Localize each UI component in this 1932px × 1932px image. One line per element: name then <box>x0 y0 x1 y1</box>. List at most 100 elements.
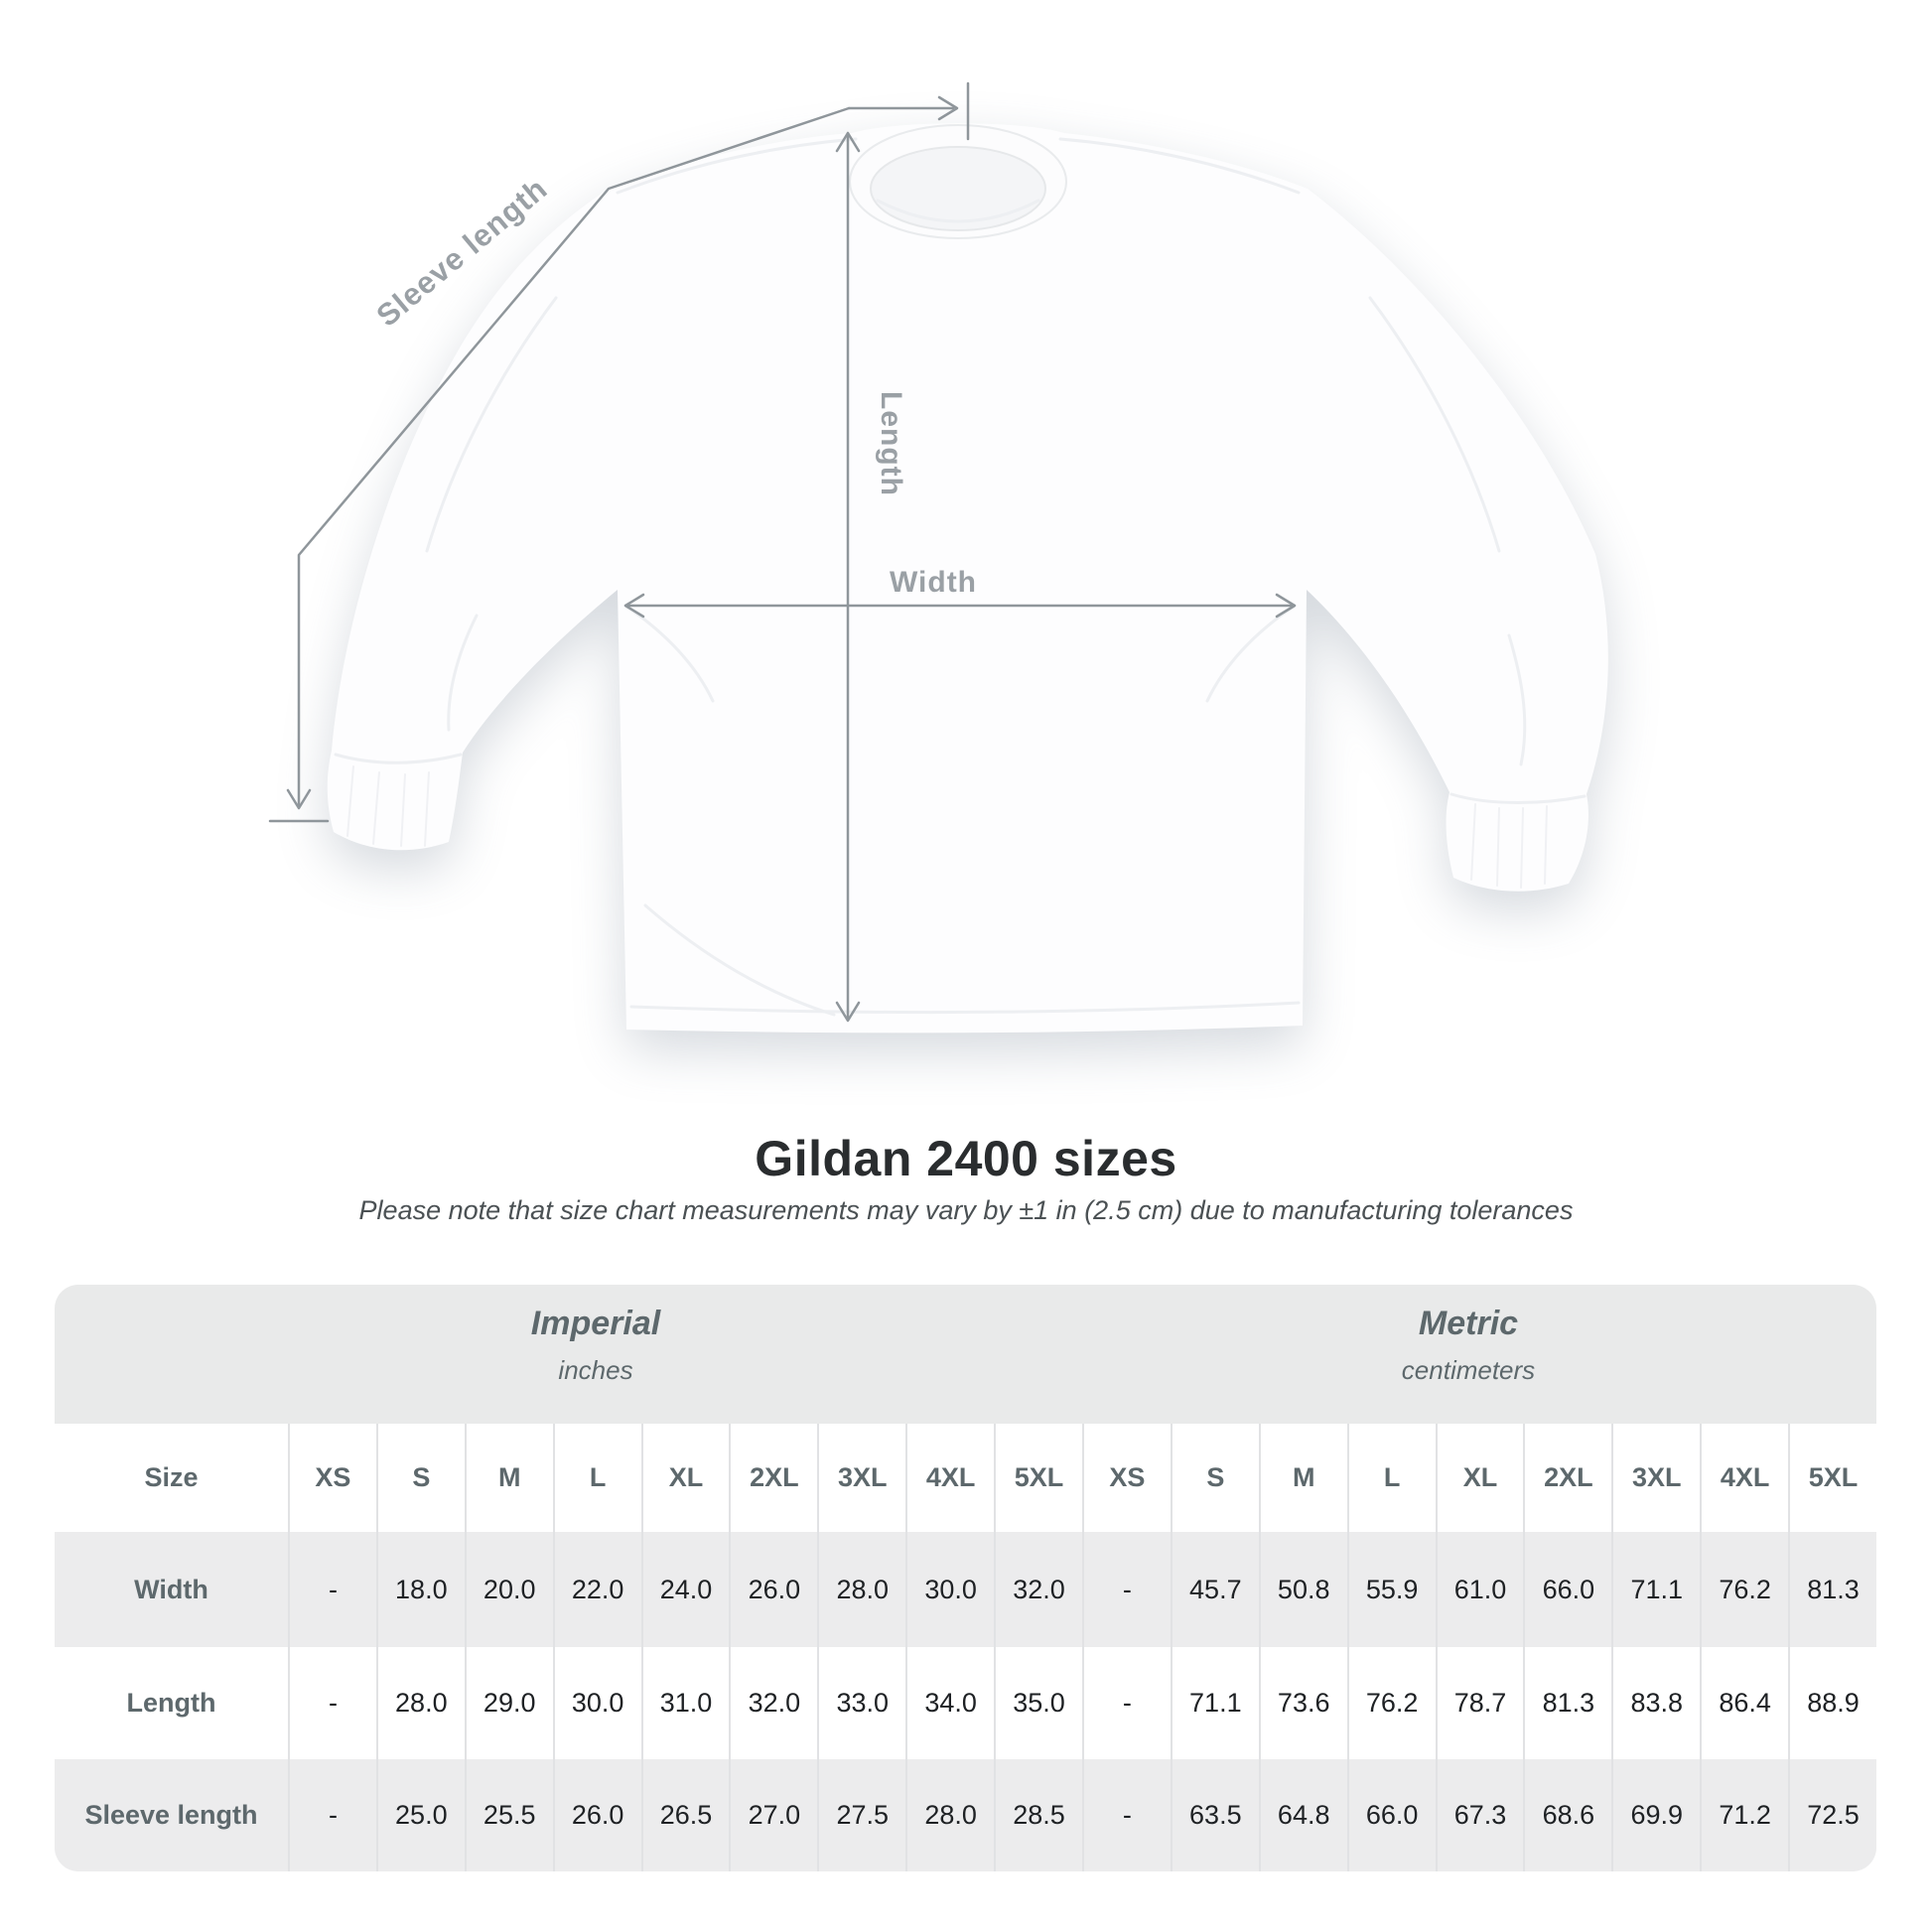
value-cell: - <box>288 1532 376 1647</box>
value-cell: 66.0 <box>1523 1532 1612 1647</box>
value-cell: 31.0 <box>640 1647 730 1759</box>
value-cell: - <box>1081 1647 1171 1759</box>
value-cell: 64.8 <box>1258 1759 1347 1871</box>
length-measure-line <box>835 131 861 1023</box>
shirt-measurement-diagram: Sleeve length Length Width <box>268 81 1608 1034</box>
value-cell: 68.6 <box>1523 1759 1612 1871</box>
row-label-cell: Sleeve length <box>55 1759 288 1871</box>
cuff-rib-lines <box>346 765 1548 889</box>
size-column-header: 5XL <box>1788 1424 1876 1532</box>
page-title: Gildan 2400 sizes <box>755 1131 1177 1186</box>
size-column-header: L <box>552 1424 641 1532</box>
value-cell: - <box>1081 1532 1171 1647</box>
value-cell: 69.9 <box>1611 1759 1701 1871</box>
value-cell: 35.0 <box>994 1647 1082 1759</box>
value-cell: 83.8 <box>1611 1647 1701 1759</box>
row-label-cell: Length <box>55 1647 288 1759</box>
value-cell: 72.5 <box>1788 1759 1876 1871</box>
size-column-header: S <box>1170 1424 1259 1532</box>
value-cell: 34.0 <box>905 1647 995 1759</box>
width-measure-line <box>623 593 1297 619</box>
value-cell: 26.5 <box>640 1759 730 1871</box>
size-column-header: 5XL <box>994 1424 1082 1532</box>
value-cell: 71.1 <box>1170 1647 1259 1759</box>
metric-label: Metric <box>1418 1305 1519 1342</box>
shirt-graphic <box>327 123 1608 1034</box>
value-cell: 25.5 <box>464 1759 553 1871</box>
imperial-label: Imperial <box>530 1305 661 1342</box>
value-cell: 50.8 <box>1258 1532 1347 1647</box>
value-cell: 28.5 <box>994 1759 1082 1871</box>
size-column-header: 4XL <box>905 1424 995 1532</box>
value-cell: 71.2 <box>1700 1759 1789 1871</box>
size-column-header: S <box>375 1424 465 1532</box>
size-table: Imperial inches Metric centimeters Size X… <box>55 1285 1876 1871</box>
value-cell: 22.0 <box>552 1532 641 1647</box>
metric-unit-label: centimeters <box>1401 1355 1536 1385</box>
shirt-seams <box>334 137 1587 1017</box>
size-column-header: XL <box>1435 1424 1524 1532</box>
value-cell: 30.0 <box>552 1647 641 1759</box>
value-cell: 76.2 <box>1700 1532 1789 1647</box>
shirt-silhouette <box>327 123 1608 1034</box>
page-subtitle: Please note that size chart measurements… <box>358 1195 1574 1225</box>
size-column-header: 2XL <box>1523 1424 1612 1532</box>
unit-band: Imperial inches Metric centimeters <box>55 1285 1876 1424</box>
value-cell: 20.0 <box>464 1532 553 1647</box>
value-cell: 81.3 <box>1788 1532 1876 1647</box>
row-label-cell: Width <box>55 1532 288 1647</box>
value-cell: 32.0 <box>994 1532 1082 1647</box>
size-table-grid: Size XS S M L XL 2XL 3XL 4XL 5XL XS S M L XL 2XL 3XL 4XL 5… <box>55 1424 1876 1871</box>
collar-inner-shadow <box>876 199 1040 223</box>
value-cell: 28.0 <box>817 1532 906 1647</box>
size-column-header: 4XL <box>1700 1424 1789 1532</box>
value-cell: 28.0 <box>375 1647 465 1759</box>
length-label: Length <box>875 391 907 496</box>
value-cell: 66.0 <box>1346 1759 1436 1871</box>
size-column-header: M <box>1258 1424 1347 1532</box>
value-cell: - <box>288 1647 376 1759</box>
value-cell: 25.0 <box>375 1759 465 1871</box>
collar-opening <box>870 146 1046 231</box>
sleeve-length-measure-line <box>268 81 970 823</box>
value-cell: 61.0 <box>1435 1532 1524 1647</box>
value-cell: 32.0 <box>729 1647 818 1759</box>
size-column-header: 2XL <box>729 1424 818 1532</box>
value-cell: 26.0 <box>729 1532 818 1647</box>
value-cell: 86.4 <box>1700 1647 1789 1759</box>
value-cell: 26.0 <box>552 1759 641 1871</box>
value-cell: 33.0 <box>817 1647 906 1759</box>
unit-group-imperial: Imperial inches <box>397 1306 794 1386</box>
size-column-header: M <box>464 1424 553 1532</box>
value-cell: 27.0 <box>729 1759 818 1871</box>
value-cell: 28.0 <box>905 1759 995 1871</box>
value-cell: 81.3 <box>1523 1647 1612 1759</box>
width-label: Width <box>890 566 977 599</box>
value-cell: - <box>1081 1759 1171 1871</box>
value-cell: 67.3 <box>1435 1759 1524 1871</box>
value-cell: 45.7 <box>1170 1532 1259 1647</box>
size-column-header: XS <box>288 1424 376 1532</box>
imperial-unit-label: inches <box>558 1355 633 1385</box>
value-cell: 29.0 <box>464 1647 553 1759</box>
value-cell: - <box>288 1759 376 1871</box>
value-cell: 76.2 <box>1346 1647 1436 1759</box>
value-cell: 27.5 <box>817 1759 906 1871</box>
size-column-header: XS <box>1081 1424 1171 1532</box>
size-column-header: 3XL <box>817 1424 906 1532</box>
size-column-header: 3XL <box>1611 1424 1701 1532</box>
value-cell: 78.7 <box>1435 1647 1524 1759</box>
size-column-header: L <box>1346 1424 1436 1532</box>
value-cell: 73.6 <box>1258 1647 1347 1759</box>
value-cell: 18.0 <box>375 1532 465 1647</box>
value-cell: 88.9 <box>1788 1647 1876 1759</box>
value-cell: 30.0 <box>905 1532 995 1647</box>
value-cell: 55.9 <box>1346 1532 1436 1647</box>
value-cell: 71.1 <box>1611 1532 1701 1647</box>
value-cell: 24.0 <box>640 1532 730 1647</box>
unit-group-metric: Metric centimeters <box>1270 1306 1667 1386</box>
value-cell: 63.5 <box>1170 1759 1259 1871</box>
size-corner-header: Size <box>55 1424 288 1532</box>
size-column-header: XL <box>640 1424 730 1532</box>
